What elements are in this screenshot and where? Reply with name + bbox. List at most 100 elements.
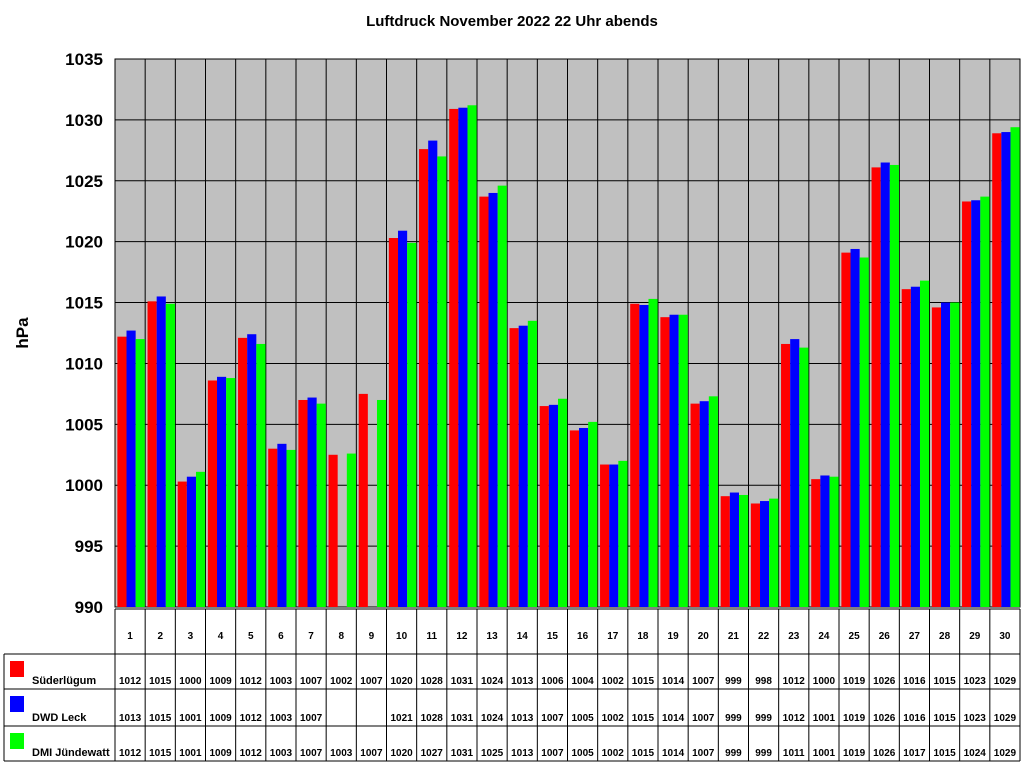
table-cell: 1012 (783, 713, 806, 724)
x-tick-label: 9 (369, 631, 375, 642)
y-tick-label: 1030 (65, 111, 103, 130)
bar-2-day-11 (428, 140, 438, 607)
bar-2-day-21 (729, 492, 739, 607)
x-tick-label: 23 (788, 631, 800, 642)
bar-2-day-6 (277, 443, 287, 607)
y-tick-label: 995 (75, 537, 103, 556)
bar-1-day-29 (962, 201, 972, 608)
table-cell: 1015 (632, 748, 655, 759)
table-cell: 1023 (964, 713, 987, 724)
table-cell: 1007 (300, 713, 323, 724)
table-cell: 1027 (421, 748, 444, 759)
y-tick-label: 1015 (65, 294, 103, 313)
table-cell: 1014 (662, 676, 685, 687)
y-tick-label: 1020 (65, 233, 103, 252)
table-cell: 1003 (330, 748, 353, 759)
bar-3-day-16 (588, 421, 598, 607)
table-cell: 1020 (390, 748, 413, 759)
table-cell: 1020 (390, 676, 413, 687)
y-tick-label: 1035 (65, 50, 103, 69)
bar-1-day-19 (660, 317, 670, 607)
table-cell: 1007 (692, 713, 715, 724)
bar-2-day-4 (217, 376, 227, 607)
bar-2-day-26 (880, 162, 890, 607)
table-cell: 1001 (179, 748, 202, 759)
x-tick-label: 25 (849, 631, 861, 642)
table-cell: 1028 (421, 676, 444, 687)
x-tick-label: 17 (607, 631, 619, 642)
gridlines (115, 58, 1020, 608)
table-cell: 1001 (813, 748, 836, 759)
bar-3-day-4 (226, 378, 236, 607)
table-cell: 1006 (541, 676, 564, 687)
table-cell: 1019 (843, 713, 866, 724)
bar-1-day-11 (419, 149, 429, 608)
x-tick-label: 10 (396, 631, 408, 642)
table-cell: 999 (755, 748, 772, 759)
table-cell: 1026 (873, 748, 896, 759)
table-cell: 1019 (843, 748, 866, 759)
table-cell: 1011 (783, 748, 805, 759)
table-cell: 1012 (240, 676, 263, 687)
table-cell: 1019 (843, 676, 866, 687)
table-cell: 1012 (240, 713, 263, 724)
table-cell: 1024 (481, 713, 504, 724)
bar-3-day-18 (648, 298, 658, 607)
bar-1-day-18 (630, 303, 640, 607)
bar-3-day-2 (165, 303, 175, 607)
x-tick-label: 21 (728, 631, 740, 642)
x-tick-label: 22 (758, 631, 770, 642)
table-cell: 1003 (270, 713, 293, 724)
x-tick-label: 2 (157, 631, 163, 642)
table-cell: 1015 (149, 676, 172, 687)
bar-1-day-5 (238, 337, 248, 607)
table-cell: 1015 (933, 748, 956, 759)
table-cell: 1026 (873, 676, 896, 687)
y-tick-label: 1010 (65, 354, 103, 373)
table-cell: 1001 (179, 713, 202, 724)
bar-3-day-10 (407, 242, 417, 607)
table-cell: 1021 (390, 713, 413, 724)
table-cell: 1028 (421, 713, 444, 724)
bar-1-day-16 (569, 430, 580, 607)
bar-1-day-21 (720, 496, 730, 607)
table-cell: 1029 (994, 748, 1017, 759)
bar-2-day-30 (1001, 132, 1011, 608)
table-cell: 1016 (903, 676, 926, 687)
bar-3-day-27 (919, 280, 930, 607)
table-cell: 1024 (964, 748, 987, 759)
x-tick-label: 24 (818, 631, 830, 642)
x-tick-label: 13 (487, 631, 499, 642)
legend-label: Süderlügum (32, 675, 96, 687)
table-cell: 1013 (511, 748, 534, 759)
table-cell: 1007 (300, 748, 323, 759)
bar-2-day-29 (971, 200, 981, 608)
table-cell: 1002 (330, 676, 353, 687)
table-cell: 1007 (692, 676, 715, 687)
bar-3-day-24 (829, 476, 839, 607)
bar-1-day-13 (479, 196, 489, 607)
table-cell: 1014 (662, 713, 685, 724)
table-cell: 1015 (632, 676, 655, 687)
x-tick-label: 5 (248, 631, 254, 642)
table-cell: 998 (755, 676, 772, 687)
x-tick-label: 3 (188, 631, 194, 642)
bar-3-day-23 (799, 347, 809, 607)
bar-3-day-1 (135, 339, 145, 607)
table-cell: 1025 (481, 748, 504, 759)
bar-3-day-14 (527, 320, 537, 607)
table-cell: 1015 (149, 713, 172, 724)
y-tick-label: 1005 (65, 415, 103, 434)
bar-2-day-28 (941, 302, 951, 607)
table-cell: 1005 (571, 713, 594, 724)
bar-3-day-6 (286, 449, 296, 607)
x-tick-label: 15 (547, 631, 559, 642)
bar-2-day-1 (126, 330, 136, 607)
bar-2-day-10 (398, 230, 408, 607)
bar-1-day-25 (841, 252, 851, 608)
bar-1-day-1 (117, 336, 127, 607)
table-cell: 1009 (209, 713, 232, 724)
bar-2-day-15 (548, 404, 558, 607)
x-tick-label: 19 (668, 631, 680, 642)
